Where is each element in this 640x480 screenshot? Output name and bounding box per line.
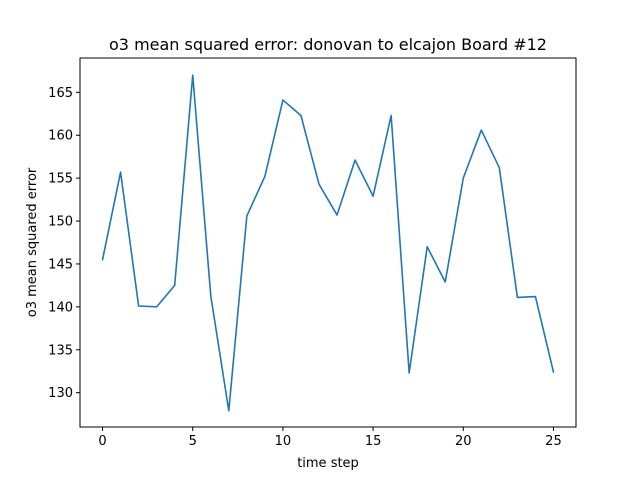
x-tick-label: 20 — [455, 434, 472, 449]
x-tick-label: 25 — [545, 434, 562, 449]
y-tick-label: 165 — [48, 86, 73, 101]
x-tick-label: 0 — [98, 434, 106, 449]
y-axis: 130 135 140 145 150 155 160 165 — [48, 86, 80, 401]
y-tick-label: 160 — [48, 129, 73, 144]
y-tick-label: 155 — [48, 172, 73, 187]
x-tick-label: 5 — [189, 434, 197, 449]
y-tick-label: 135 — [48, 343, 73, 358]
chart-title: o3 mean squared error: donovan to elcajo… — [109, 35, 547, 54]
y-tick-label: 130 — [48, 386, 73, 401]
x-axis: 0 5 10 15 20 25 — [98, 427, 562, 449]
x-tick-label: 10 — [275, 434, 292, 449]
y-tick-label: 140 — [48, 300, 73, 315]
plot-area — [101, 74, 555, 412]
x-tick-label: 15 — [365, 434, 382, 449]
series-line — [101, 74, 555, 412]
y-tick-label: 150 — [48, 215, 73, 230]
y-axis-label: o3 mean squared error — [25, 167, 40, 317]
x-axis-label: time step — [297, 456, 359, 471]
y-tick-label: 145 — [48, 257, 73, 272]
plot-frame — [79, 57, 577, 428]
